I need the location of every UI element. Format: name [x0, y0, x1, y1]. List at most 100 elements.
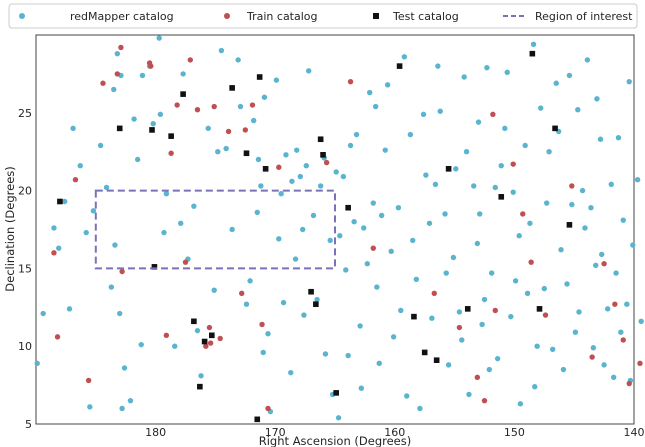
redmapper-point — [442, 211, 448, 217]
redmapper-point — [445, 362, 452, 368]
train-point — [225, 128, 232, 135]
redmapper-point — [205, 125, 211, 132]
redmapper-point — [292, 256, 299, 262]
redmapper-point — [498, 163, 504, 169]
redmapper-point — [474, 240, 481, 247]
redmapper-point — [297, 173, 304, 180]
test-point — [201, 338, 208, 345]
redmapper-point — [575, 106, 581, 113]
redmapper-point — [492, 184, 498, 191]
redmapper-point — [510, 189, 516, 195]
redmapper-point — [335, 415, 342, 421]
redmapper-point — [541, 285, 547, 292]
redmapper-point — [131, 116, 137, 122]
redmapper-point — [502, 125, 508, 132]
train-point — [148, 63, 154, 69]
redmapper-point — [420, 111, 427, 118]
x-tick-label: 140 — [624, 426, 645, 439]
redmapper-point — [288, 369, 294, 376]
redmapper-point — [194, 327, 201, 334]
redmapper-point — [459, 337, 465, 343]
redmapper-point — [543, 200, 550, 206]
redmapper-point — [305, 68, 312, 74]
test-point — [529, 50, 536, 57]
redmapper-point — [139, 72, 146, 79]
redmapper-point — [77, 163, 83, 169]
legend-train-label: Train catalog — [246, 10, 318, 23]
train-point — [542, 312, 549, 318]
train-point — [431, 290, 437, 296]
train-point — [206, 324, 213, 331]
train-point — [217, 335, 223, 342]
legend-redmapper-marker — [19, 13, 25, 19]
train-point — [490, 111, 496, 118]
train-point — [163, 332, 170, 339]
redmapper-point — [121, 365, 128, 371]
redmapper-point — [524, 290, 531, 296]
train-point — [118, 44, 124, 51]
test-point — [197, 383, 203, 390]
redmapper-point — [376, 360, 382, 367]
redmapper-point — [413, 276, 420, 282]
legend-frame — [8, 3, 638, 29]
redmapper-point — [161, 229, 167, 236]
test-point — [180, 91, 186, 97]
y-tick-label: 25 — [18, 107, 32, 120]
redmapper-point — [553, 80, 559, 86]
redmapper-point — [601, 362, 607, 368]
x-axis-label: Right Ascension (Degrees) — [259, 434, 411, 447]
test-point — [308, 288, 314, 295]
redmapper-point — [374, 284, 380, 290]
train-point — [601, 261, 607, 267]
train-point — [249, 102, 256, 108]
redmapper-point — [626, 78, 632, 85]
test-point — [566, 222, 573, 228]
test-point — [262, 166, 269, 172]
redmapper-point — [178, 220, 184, 226]
train-point — [528, 259, 534, 265]
train-point — [168, 150, 174, 156]
test-point — [254, 416, 261, 423]
redmapper-point — [237, 103, 244, 110]
redmapper-point — [317, 183, 324, 189]
train-point — [242, 127, 248, 133]
train-point — [492, 307, 498, 314]
redmapper-point — [337, 233, 343, 239]
redmapper-point — [450, 254, 457, 261]
train-point — [626, 380, 632, 387]
test-point — [320, 152, 326, 158]
redmapper-point — [333, 169, 339, 175]
train-point — [100, 80, 106, 86]
x-tick-label: 180 — [145, 426, 166, 439]
redmapper-point — [538, 105, 544, 111]
redmapper-point — [401, 54, 408, 60]
redmapper-point — [40, 310, 46, 317]
redmapper-point — [358, 385, 365, 391]
redmapper-point — [593, 262, 599, 268]
test-point — [445, 166, 452, 172]
redmapper-point — [345, 352, 351, 359]
redmapper-point — [516, 233, 522, 239]
redmapper-point — [576, 309, 582, 315]
redmapper-point — [361, 225, 367, 231]
redmapper-point — [340, 173, 347, 180]
test-point — [333, 390, 339, 396]
redmapper-point — [488, 270, 495, 276]
redmapper-point — [398, 307, 404, 314]
redmapper-point — [437, 108, 443, 114]
test-point — [256, 74, 263, 80]
redmapper-point — [211, 287, 217, 293]
legend-test-label: Test catalog — [392, 10, 459, 23]
train-point — [51, 250, 57, 256]
redmapper-point — [471, 183, 477, 189]
redmapper-point — [87, 404, 93, 410]
train-point — [620, 337, 626, 343]
train-point — [347, 78, 354, 85]
redmapper-point — [243, 301, 250, 307]
redmapper-point — [247, 278, 253, 284]
test-point — [149, 127, 155, 133]
legend: redMapper catalog Train catalog Test catal… — [8, 3, 638, 29]
redmapper-point — [475, 119, 482, 125]
redmapper-point — [347, 142, 354, 149]
redmapper-point — [255, 156, 262, 163]
